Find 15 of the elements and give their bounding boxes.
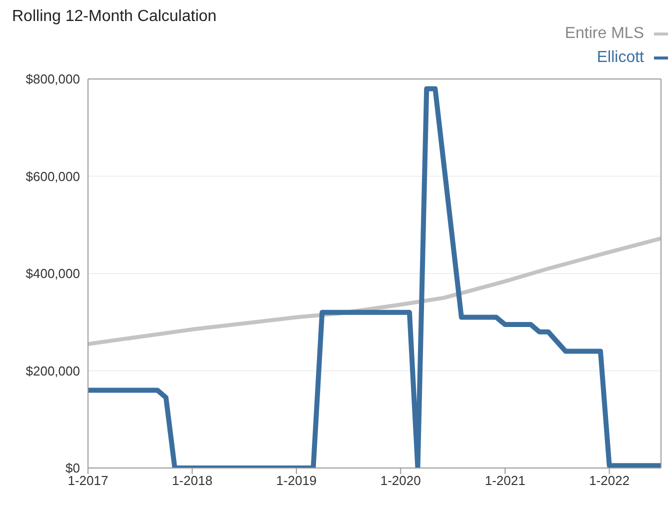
x-tick-label: 1-2018: [172, 473, 212, 488]
x-tick-label: 1-2017: [68, 473, 108, 488]
x-tick-label: 1-2020: [380, 473, 421, 488]
y-tick-label: $200,000: [26, 363, 80, 378]
legend-label: Ellicott: [596, 48, 644, 68]
chart-title: Rolling 12-Month Calculation: [12, 8, 217, 25]
y-tick-label: $0: [66, 460, 80, 476]
y-tick-label: $600,000: [26, 168, 80, 184]
x-tick-label: 1-2021: [484, 473, 526, 488]
x-tick-label: 1-2022: [589, 473, 630, 488]
y-tick-label: $400,000: [26, 266, 80, 282]
y-tick-label: $800,000: [26, 72, 80, 87]
legend-label: Entire MLS: [564, 24, 644, 44]
line-series: [88, 236, 661, 346]
x-tick-label: 1-2019: [276, 473, 317, 488]
